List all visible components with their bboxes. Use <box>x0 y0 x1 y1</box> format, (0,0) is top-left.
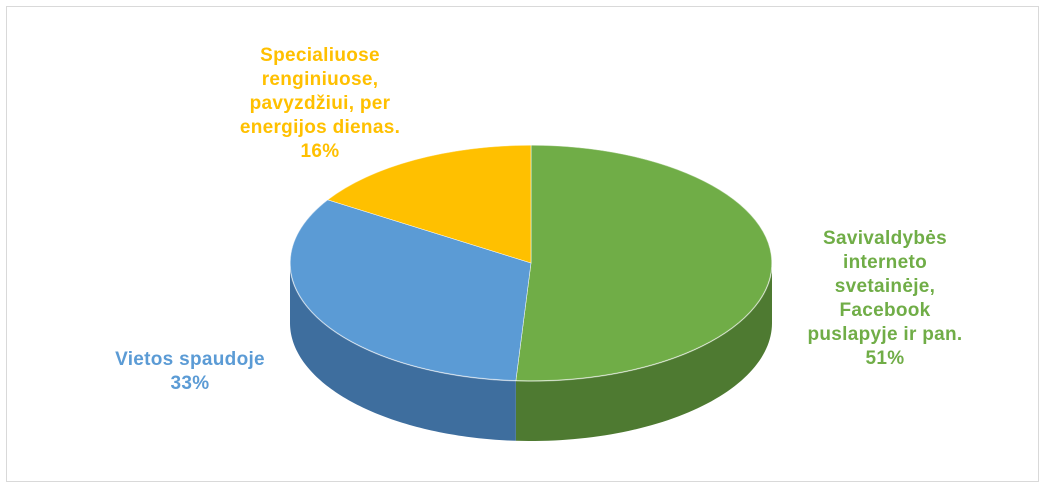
pie-slice-0 <box>515 144 773 382</box>
slice-percent: 51% <box>865 348 905 369</box>
pie-slice-2 <box>326 144 532 264</box>
pie-rim <box>289 144 773 382</box>
slice-label-specialiuose: Specialiuose renginiuose, pavyzdžiui, pe… <box>220 20 420 188</box>
slice-percent: 33% <box>170 373 210 394</box>
slice-label-text: Specialiuose renginiuose, pavyzdžiui, pe… <box>239 45 401 138</box>
slice-side-1 <box>290 263 516 441</box>
slice-percent: 16% <box>300 141 340 162</box>
slice-side-0 <box>515 263 772 441</box>
slice-label-text: Savivaldybės interneto svetainėje, Faceb… <box>807 228 963 345</box>
pie-slice-1 <box>289 199 532 382</box>
slice-label-vietos-spaudoje: Vietos spaudoje 33% <box>90 324 290 420</box>
slice-label-savivaldybes: Savivaldybės interneto svetainėje, Faceb… <box>770 203 1000 395</box>
slice-label-text: Vietos spaudoje <box>115 349 265 370</box>
